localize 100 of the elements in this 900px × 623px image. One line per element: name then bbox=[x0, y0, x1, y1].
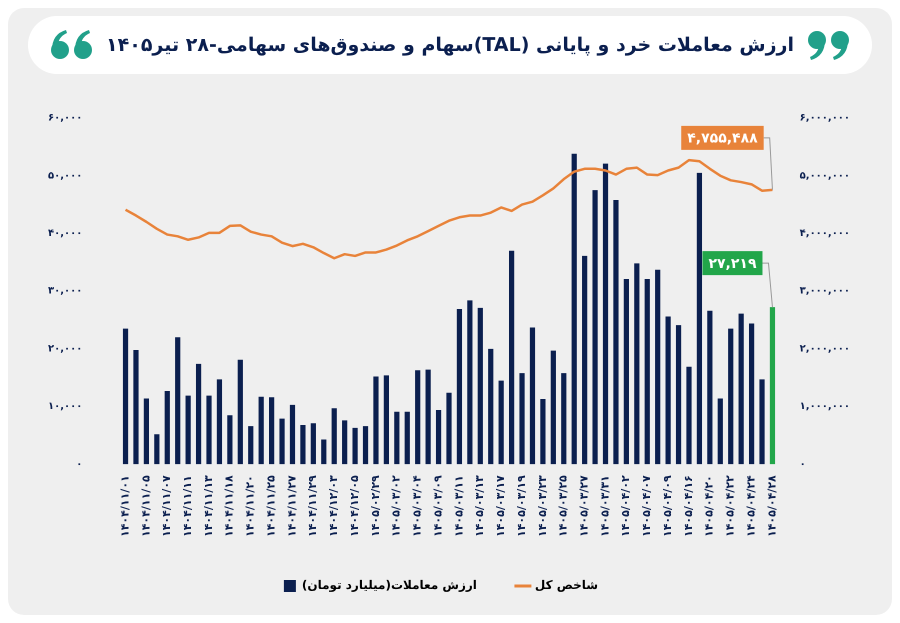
bar bbox=[624, 279, 629, 464]
bar bbox=[759, 379, 765, 464]
bar bbox=[467, 300, 472, 464]
x-tick-label: ۱۴۰۴/۱۱/۲۹ bbox=[306, 474, 320, 538]
x-tick-label: ۱۴۰۵/۰۴/۰۹ bbox=[660, 474, 674, 538]
chart-title: ارزش معاملات خرد و پایانی (TAL)سهام و صندوق‌های سهامی-۲۸ تیر۱۴۰۵ bbox=[106, 34, 794, 56]
y2-tick-label: ۱,۰۰۰,۰۰۰ bbox=[800, 401, 850, 412]
x-tick-label: ۱۴۰۵/۰۳/۰۴ bbox=[410, 474, 424, 538]
bar bbox=[436, 410, 442, 464]
y-tick-label: ۶۰,۰۰۰ bbox=[48, 112, 82, 124]
y-tick-label: ۱۰,۰۰۰ bbox=[48, 401, 82, 412]
bar bbox=[196, 364, 202, 464]
bar bbox=[602, 164, 608, 464]
x-tick-label: ۱۴۰۵/۰۴/۲۸ bbox=[765, 474, 778, 538]
bar bbox=[696, 172, 702, 464]
y2-tick-label: ۲,۰۰۰,۰۰۰ bbox=[800, 343, 850, 354]
bar bbox=[426, 370, 431, 464]
bar bbox=[362, 426, 368, 464]
x-tick-label: ۱۴۰۵/۰۴/۰۲ bbox=[619, 474, 632, 538]
bar bbox=[478, 308, 483, 464]
bar bbox=[321, 439, 326, 464]
x-tick-label: ۱۴۰۵/۰۴/۰۷ bbox=[640, 474, 654, 538]
data-label: ۲۷,۲۱۹ bbox=[708, 256, 757, 272]
y2-tick-label: ۶,۰۰۰,۰۰۰ bbox=[800, 112, 850, 124]
x-tick-label: ۱۴۰۴/۱۱/۰۱ bbox=[118, 475, 132, 538]
bar bbox=[519, 373, 525, 464]
bar bbox=[144, 398, 150, 464]
y-tick-label: ۴۰,۰۰۰ bbox=[48, 228, 82, 240]
bar bbox=[728, 328, 734, 464]
x-tick-label: ۱۴۰۵/۰۳/۲۳ bbox=[536, 474, 549, 538]
x-tick-label: ۱۴۰۴/۱۱/۱۸ bbox=[222, 474, 236, 538]
x-tick-label: ۱۴۰۴/۱۱/۲۷ bbox=[285, 474, 298, 538]
x-tick-label: ۱۴۰۵/۰۳/۳۱ bbox=[598, 475, 612, 538]
bar bbox=[676, 325, 682, 464]
bar bbox=[300, 425, 306, 464]
y-tick-label: ۰ bbox=[76, 458, 82, 470]
y2-tick-label: ۳,۰۰۰,۰۰۰ bbox=[800, 286, 850, 297]
x-tick-label: ۱۴۰۵/۰۴/۲۲ bbox=[724, 474, 737, 538]
bar bbox=[550, 350, 556, 464]
bar bbox=[122, 328, 128, 464]
x-tick-label: ۱۴۰۵/۰۳/۱۱ bbox=[452, 475, 466, 538]
bar bbox=[488, 348, 494, 464]
bar bbox=[770, 307, 776, 464]
bar bbox=[666, 316, 671, 464]
y-tick-label: ۳۰,۰۰۰ bbox=[48, 286, 82, 297]
bar bbox=[352, 428, 358, 464]
bar bbox=[498, 380, 504, 464]
bar bbox=[248, 426, 254, 464]
y-tick-label: ۲۰,۰۰۰ bbox=[48, 343, 82, 354]
bar bbox=[238, 360, 243, 464]
x-tick-label: ۱۴۰۵/۰۲/۲۹ bbox=[368, 474, 382, 538]
bar bbox=[707, 310, 712, 464]
y-tick-label: ۵۰,۰۰۰ bbox=[48, 170, 82, 182]
x-tick-label: ۱۴۰۴/۱۱/۰۵ bbox=[139, 474, 152, 538]
bar bbox=[748, 323, 754, 464]
bar bbox=[394, 412, 400, 464]
x-tick-label: ۱۴۰۵/۰۴/۲۴ bbox=[744, 474, 758, 538]
bar bbox=[175, 337, 180, 464]
bar bbox=[572, 154, 577, 464]
x-tick-label: ۱۴۰۴/۱۲/۰۵ bbox=[348, 474, 361, 538]
bar bbox=[227, 415, 232, 464]
data-label: ۴,۷۵۵,۴۸۸ bbox=[687, 130, 758, 146]
bar bbox=[186, 396, 191, 464]
x-tick-label: ۱۴۰۴/۱۲/۰۳ bbox=[327, 474, 340, 538]
x-tick-label: ۱۴۰۵/۰۳/۰۲ bbox=[390, 474, 403, 538]
x-tick-label: ۱۴۰۴/۱۱/۲۰ bbox=[244, 475, 257, 538]
legend-label: شاخص کل bbox=[534, 578, 598, 592]
bar bbox=[342, 420, 348, 464]
bar bbox=[206, 396, 212, 464]
bar bbox=[279, 418, 285, 464]
bar bbox=[592, 190, 598, 464]
bar bbox=[290, 404, 296, 464]
bar bbox=[133, 350, 139, 464]
x-tick-label: ۱۴۰۵/۰۳/۱۹ bbox=[514, 474, 528, 538]
x-tick-label: ۱۴۰۵/۰۴/۱۶ bbox=[682, 475, 695, 538]
bar bbox=[216, 379, 222, 464]
y2-tick-label: ۰ bbox=[800, 458, 806, 470]
bar bbox=[269, 397, 274, 464]
y2-tick-label: ۴,۰۰۰,۰۰۰ bbox=[800, 228, 850, 240]
x-tick-label: ۱۴۰۴/۱۱/۰۷ bbox=[160, 474, 174, 538]
x-tick-label: ۱۴۰۵/۰۳/۲۷ bbox=[578, 474, 590, 538]
x-tick-label: ۱۴۰۴/۱۱/۱۱ bbox=[181, 475, 194, 538]
bar bbox=[446, 392, 452, 464]
bar bbox=[540, 399, 546, 464]
bar bbox=[404, 412, 410, 464]
bar bbox=[508, 250, 514, 464]
bar bbox=[561, 373, 566, 464]
bar bbox=[415, 370, 420, 464]
x-tick-label: ۱۴۰۵/۰۳/۲۵ bbox=[556, 474, 570, 538]
bar bbox=[384, 375, 389, 464]
x-tick-label: ۱۴۰۵/۰۳/۱۳ bbox=[473, 474, 486, 538]
bar bbox=[738, 314, 744, 464]
bar bbox=[332, 408, 337, 464]
bar bbox=[310, 423, 316, 464]
bar bbox=[258, 396, 264, 464]
x-tick-label: ۱۴۰۵/۰۳/۰۹ bbox=[431, 474, 444, 538]
bar bbox=[613, 200, 619, 464]
bar bbox=[154, 434, 160, 464]
x-tick-label: ۱۴۰۵/۰۴/۲۰ bbox=[702, 475, 716, 538]
y2-tick-label: ۵,۰۰۰,۰۰۰ bbox=[800, 170, 850, 182]
